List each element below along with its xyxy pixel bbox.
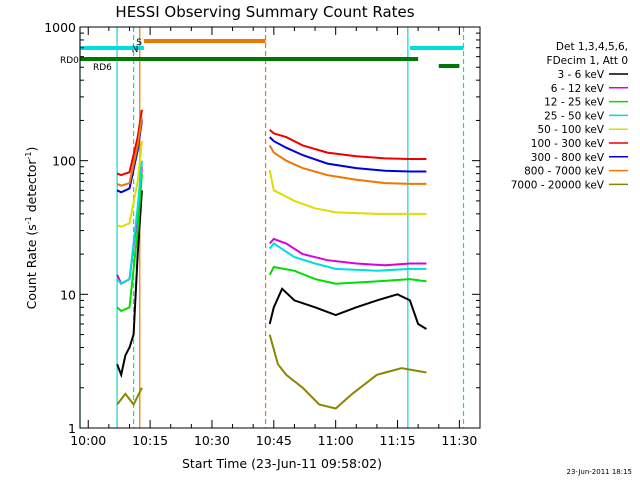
x-tick-label-1: 10:15 (132, 433, 168, 448)
x-axis: 10:00 10:15 10:30 10:45 11:00 11:15 11:30 (70, 27, 481, 448)
legend-label-0: 3 - 6 keV (557, 69, 604, 81)
y-axis-label: Count Rate (s-1 detector-1) (24, 147, 39, 310)
chart-title: HESSI Observing Summary Count Rates (115, 3, 414, 21)
series-line-8-0 (116, 387, 143, 407)
legend-label-7: 800 - 7000 keV (524, 166, 605, 178)
legend-label-6: 300 - 800 keV (531, 152, 605, 164)
legend-label-1: 6 - 12 keV (551, 83, 605, 95)
series-line-3-1 (268, 242, 427, 272)
series-line-8-1 (268, 334, 427, 410)
x-tick-label-4: 11:00 (318, 433, 354, 448)
legend-label-4: 50 - 100 keV (537, 124, 604, 136)
legend-label-5: 100 - 300 keV (531, 138, 605, 150)
flag-label-n: N (132, 45, 139, 55)
footer-date: 23-Jun-2011 18:15 (567, 468, 633, 476)
series-line-7-1 (268, 144, 427, 185)
y-tick-label-1: 10 (60, 287, 76, 302)
series-line-6-1 (269, 136, 427, 173)
plot-frame (79, 26, 481, 429)
flag-label-s: S (136, 38, 142, 48)
x-tick-label-0: 10:00 (70, 433, 106, 448)
plot-area: SN RD0 RD6 (60, 27, 465, 428)
legend-label-2: 12 - 25 keV (544, 97, 605, 109)
legend-label-8: 7000 - 20000 keV (511, 179, 605, 191)
series-line-5-0 (116, 109, 143, 177)
series-line-4-1 (268, 169, 427, 215)
legend-label-3: 25 - 50 keV (544, 110, 605, 122)
y-tick-label-0: 1 (68, 421, 76, 436)
series-line-3-0 (116, 160, 143, 285)
series-line-0-0 (116, 190, 143, 379)
legend: Det 1,3,4,5,6, FDecim 1, Att 0 3 - 6 keV… (511, 41, 628, 191)
x-tick-label-6: 11:30 (441, 433, 477, 448)
series-line-5-1 (269, 129, 427, 160)
x-tick-label-5: 11:15 (380, 433, 416, 448)
series-line-7-0 (116, 117, 143, 187)
y-tick-label-2: 100 (52, 154, 76, 169)
series-line-0-1 (268, 287, 427, 330)
x-tick-label-2: 10:30 (194, 433, 230, 448)
series-line-1-1 (268, 237, 427, 267)
y-axis: 1 10 100 1000 (44, 20, 480, 436)
series-line-4-0 (116, 140, 143, 228)
x-axis-label: Start Time (23-Jun-11 09:58:02) (182, 456, 382, 471)
series-line-2-1 (268, 265, 427, 285)
legend-header-line1: Det 1,3,4,5,6, (556, 41, 628, 53)
y-tick-label-3: 1000 (44, 20, 76, 35)
legend-header-line2: FDecim 1, Att 0 (547, 55, 628, 67)
flag-label-rd0: RD0 (60, 56, 79, 66)
flag-label-rd6: RD6 (93, 63, 112, 73)
series-line-2-0 (116, 173, 143, 313)
x-tick-label-3: 10:45 (256, 433, 292, 448)
